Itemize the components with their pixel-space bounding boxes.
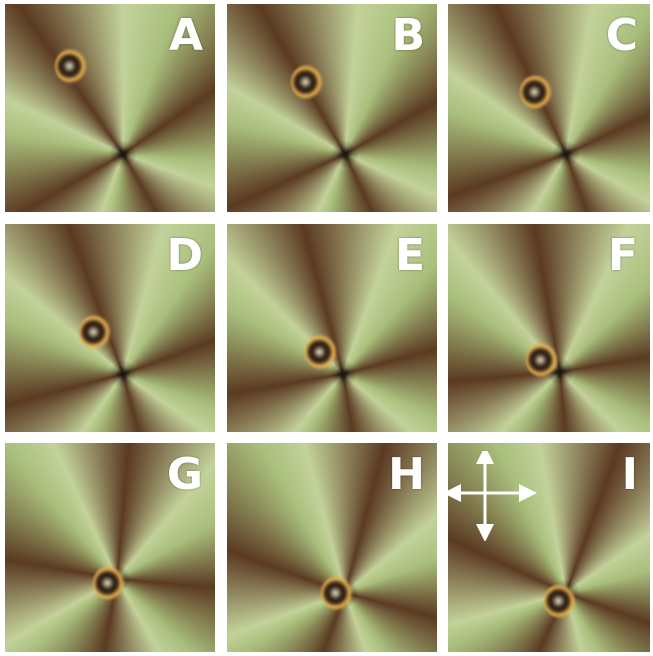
panel-label: I <box>622 453 638 497</box>
micrograph-panel: B <box>227 4 437 212</box>
particle <box>544 583 580 619</box>
micrograph-panel: F <box>448 224 650 432</box>
panel-label: F <box>608 234 638 278</box>
defect-core <box>118 149 128 159</box>
polarizer-cross <box>448 451 538 541</box>
particle <box>55 48 91 84</box>
micrograph-panel: I <box>448 443 650 652</box>
particle <box>93 565 129 601</box>
defect-core <box>561 149 571 159</box>
micrograph-panel: G <box>5 443 215 652</box>
micrograph-panel: A <box>5 4 215 212</box>
micrograph-panel: H <box>227 443 437 652</box>
panel-label: A <box>169 14 203 58</box>
micrograph-panel: D <box>5 224 215 432</box>
figure-grid: A B C D E F G H I <box>0 0 653 656</box>
defect-core <box>118 369 128 379</box>
defect-core <box>338 369 348 379</box>
micrograph-panel: E <box>227 224 437 432</box>
micrograph-panel: C <box>448 4 650 212</box>
particle <box>305 334 341 370</box>
panel-label: G <box>167 453 203 497</box>
panel-label: C <box>606 14 638 58</box>
panel-label: B <box>391 14 425 58</box>
particle <box>291 64 327 100</box>
panel-label: E <box>395 234 425 278</box>
particle <box>321 575 357 611</box>
panel-label: D <box>166 234 203 278</box>
panel-label: H <box>388 453 425 497</box>
particle <box>520 74 556 110</box>
particle <box>526 342 562 378</box>
defect-core <box>340 149 350 159</box>
particle <box>79 314 115 350</box>
